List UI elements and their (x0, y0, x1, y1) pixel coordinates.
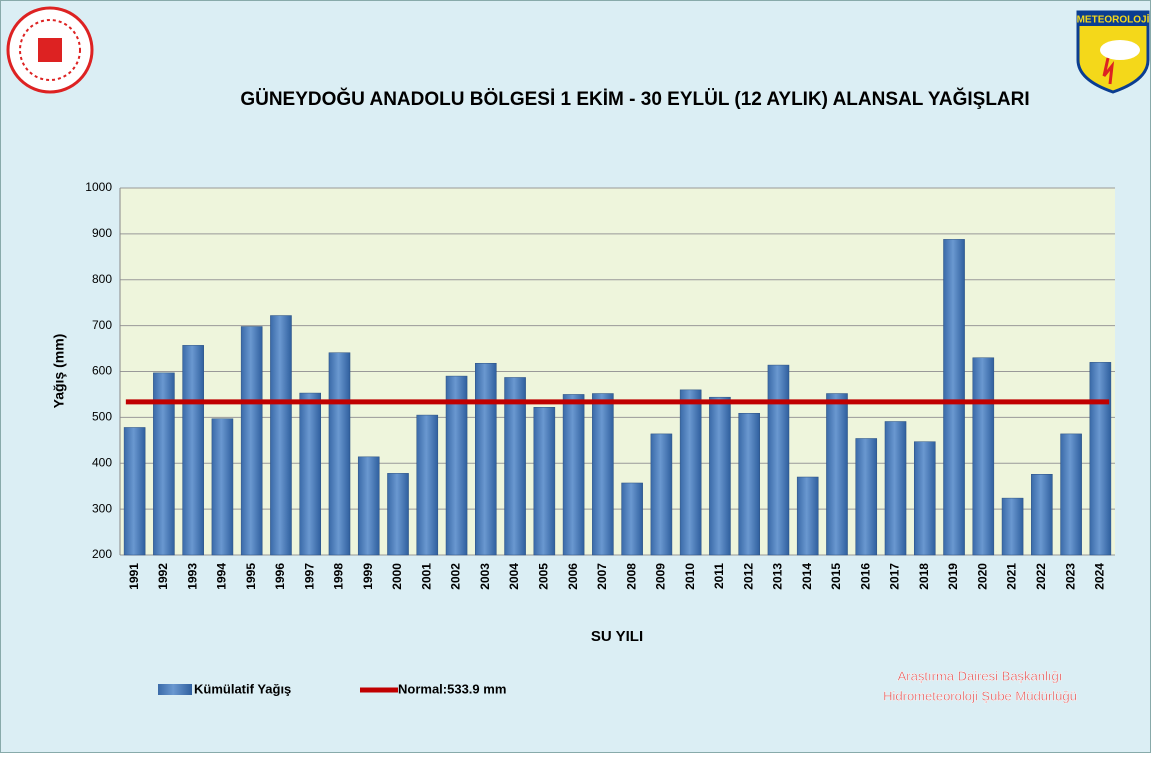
right-logo: METEOROLOJİ (1076, 10, 1150, 94)
x-tick-label: 2007 (595, 563, 609, 590)
x-tick-label: 2003 (478, 563, 492, 590)
y-tick-label: 300 (92, 501, 112, 515)
credit: Hidrometeoroloji Şube Müdürlüğü (883, 688, 1077, 703)
y-tick-label: 400 (92, 455, 112, 469)
y-tick-label: 800 (92, 272, 112, 286)
x-tick-label: 1992 (156, 563, 170, 590)
x-tick-label: 1998 (332, 563, 346, 590)
bar (1060, 433, 1082, 556)
bar (943, 239, 965, 556)
bar (1001, 497, 1024, 556)
bar (592, 393, 614, 556)
legend-label: Normal:533.9 mm (398, 681, 506, 696)
x-tick-label: 1994 (215, 563, 229, 590)
chart-title: GÜNEYDOĞU ANADOLU BÖLGESİ 1 EKİM - 30 EY… (240, 88, 1029, 110)
x-tick-label: 2006 (566, 563, 580, 590)
x-tick-label: 2010 (683, 563, 697, 590)
x-tick-label: 2001 (419, 563, 433, 590)
bar (153, 372, 175, 556)
x-tick-label: 2024 (1093, 563, 1107, 590)
x-tick-label: 1993 (185, 563, 199, 590)
bar (328, 352, 351, 556)
x-tick-label: 2013 (771, 563, 785, 590)
bar (796, 476, 819, 556)
bar (299, 392, 322, 556)
x-tick-label: 2005 (537, 563, 551, 590)
x-tick-label: 2011 (712, 563, 726, 589)
y-tick-label: 600 (92, 364, 112, 378)
x-tick-label: 2009 (654, 563, 668, 590)
x-tick-label: 2002 (449, 563, 463, 590)
bar (884, 421, 907, 556)
left-logo (6, 6, 94, 94)
y-tick-label: 1000 (85, 180, 112, 194)
bar (709, 396, 731, 556)
x-tick-label: 2020 (975, 563, 989, 590)
credit: Araştırma Dairesi Başkanlığı (898, 668, 1063, 683)
x-tick-label: 2012 (741, 563, 755, 590)
legend-label: Kümülatif Yağış (194, 681, 291, 696)
bar (211, 418, 234, 556)
bar (1031, 474, 1053, 556)
bar (621, 482, 643, 556)
logo-text: METEOROLOJİ (1077, 13, 1150, 26)
x-tick-label: 1995 (244, 563, 258, 590)
x-tick-label: 2017 (888, 563, 902, 590)
bar (416, 414, 439, 556)
bar (855, 438, 878, 556)
bar (123, 427, 146, 556)
x-tick-label: 1991 (127, 563, 141, 590)
bar (738, 412, 760, 556)
x-tick-label: 2023 (1063, 563, 1077, 590)
bar (679, 389, 702, 556)
x-tick-label: 2022 (1034, 563, 1048, 590)
bar (504, 377, 526, 556)
y-tick-label: 900 (92, 226, 112, 240)
bar (826, 393, 848, 556)
bar (913, 441, 936, 556)
x-axis-label: SU YILI (591, 628, 643, 645)
bar (1089, 362, 1112, 556)
x-tick-label: 2021 (1005, 563, 1019, 590)
x-tick-label: 2016 (858, 563, 872, 590)
y-tick-label: 200 (92, 547, 112, 561)
x-tick-label: 2018 (917, 563, 931, 590)
y-tick-label: 500 (92, 410, 112, 424)
y-tick-label: 700 (92, 318, 112, 332)
bar (767, 364, 790, 556)
bar (475, 362, 497, 556)
x-tick-label: 2019 (946, 563, 960, 590)
bar (533, 407, 556, 556)
bar (240, 326, 263, 556)
bar (650, 433, 673, 556)
x-tick-label: 2008 (624, 563, 638, 590)
x-tick-label: 2000 (390, 563, 404, 590)
bar (270, 315, 292, 556)
bar (182, 345, 204, 556)
bar (445, 375, 468, 556)
x-tick-label: 1997 (302, 563, 316, 590)
x-tick-label: 2004 (507, 563, 521, 590)
x-tick-label: 2014 (800, 563, 814, 590)
x-tick-label: 1996 (273, 563, 287, 590)
y-axis-label: Yağış (mm) (51, 334, 67, 409)
x-tick-label: 2015 (829, 563, 843, 590)
legend-swatch (158, 684, 192, 695)
x-tick-label: 1999 (361, 563, 375, 590)
bar (387, 473, 409, 556)
bar (562, 394, 585, 556)
bar (972, 357, 995, 556)
bar (357, 456, 380, 556)
